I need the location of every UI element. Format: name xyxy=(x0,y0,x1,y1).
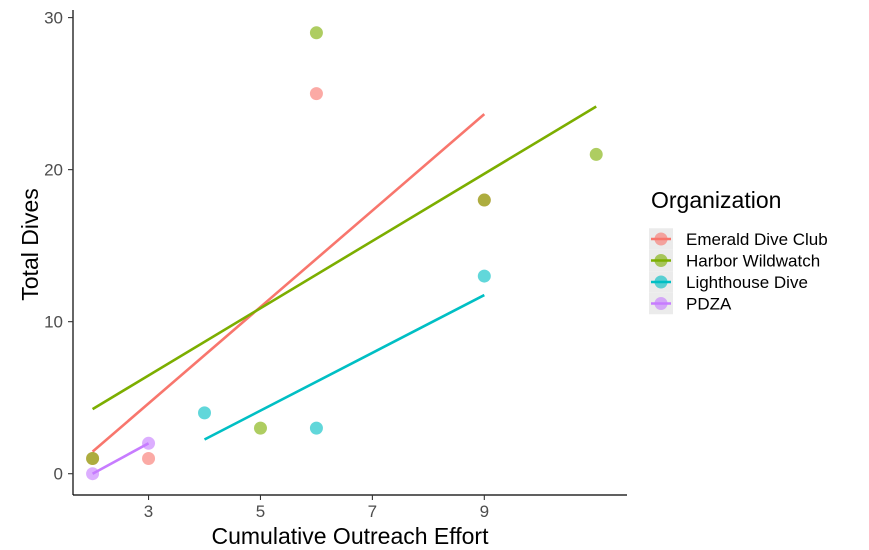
legend-key-point xyxy=(654,254,668,267)
data-point-lighthouse-dive xyxy=(198,406,212,420)
y-tick-label: 10 xyxy=(44,313,63,332)
data-point-lighthouse-dive xyxy=(477,269,491,283)
data-point-emerald-dive-club xyxy=(142,452,156,466)
x-tick-label: 3 xyxy=(144,502,153,521)
data-point-harbor-wildwatch xyxy=(589,147,603,161)
trend-line-emerald-dive-club xyxy=(91,113,486,453)
legend-label: Harbor Wildwatch xyxy=(686,252,820,271)
y-tick-label: 0 xyxy=(54,465,63,484)
x-tick-label: 5 xyxy=(256,502,265,521)
x-tick-label: 9 xyxy=(480,502,489,521)
data-point-harbor-wildwatch xyxy=(309,26,323,40)
legend: Organization Emerald Dive Club Harbor Wil… xyxy=(649,187,828,315)
legend-item-pdza: PDZA xyxy=(649,292,732,315)
legend-item-lighthouse-dive: Lighthouse Dive xyxy=(649,271,808,293)
legend-item-harbor-wildwatch: Harbor Wildwatch xyxy=(649,249,820,272)
axes-layer: 3 5 7 9 0 10 20 30 xyxy=(44,9,627,521)
data-point-pdza xyxy=(86,467,100,481)
legend-label: PDZA xyxy=(686,295,732,314)
legend-key-point xyxy=(654,297,668,310)
legend-label: Lighthouse Dive xyxy=(686,273,808,292)
y-tick-label: 30 xyxy=(44,9,63,28)
data-point-harbor-wildwatch xyxy=(86,452,100,466)
legend-label: Emerald Dive Club xyxy=(686,230,828,249)
trend-line-lighthouse-dive xyxy=(203,293,485,441)
trend-line-harbor-wildwatch xyxy=(91,105,597,411)
y-axis-title: Total Dives xyxy=(17,188,43,300)
data-point-harbor-wildwatch xyxy=(253,421,267,435)
data-point-pdza xyxy=(142,436,156,450)
data-point-lighthouse-dive xyxy=(309,421,323,435)
x-axis-title: Cumulative Outreach Effort xyxy=(212,523,490,549)
x-tick-label: 7 xyxy=(368,502,377,521)
trend-lines-layer xyxy=(91,105,597,475)
legend-item-emerald-dive-club: Emerald Dive Club xyxy=(649,228,828,250)
data-point-harbor-wildwatch xyxy=(477,193,491,207)
legend-key-point xyxy=(654,275,668,289)
data-point-emerald-dive-club xyxy=(309,87,323,101)
trend-line-pdza xyxy=(91,442,150,475)
legend-title: Organization xyxy=(651,187,781,213)
legend-key-point xyxy=(654,232,668,246)
y-tick-label: 20 xyxy=(44,161,63,180)
data-points-layer xyxy=(86,26,603,481)
